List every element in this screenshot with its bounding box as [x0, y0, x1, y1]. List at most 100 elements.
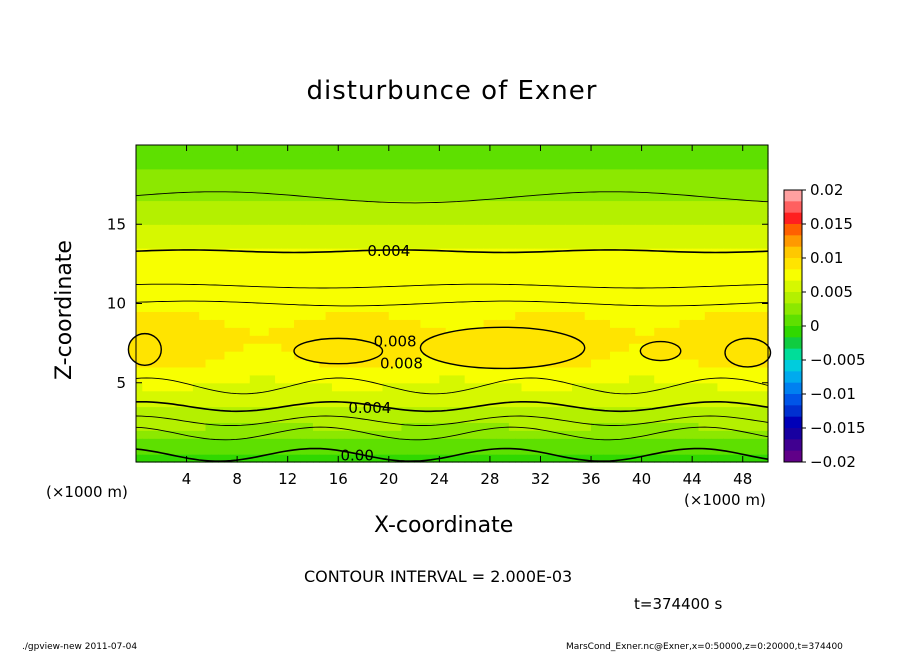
contour-cell	[559, 271, 567, 281]
contour-cell	[186, 366, 194, 376]
contour-cell	[692, 176, 700, 186]
contour-cell	[483, 319, 491, 328]
contour-cell	[344, 232, 352, 241]
contour-cell	[230, 271, 238, 281]
contour-cell	[262, 454, 270, 463]
contour-cell	[433, 248, 440, 257]
contour-cell	[540, 366, 548, 376]
contour-cell	[192, 263, 200, 273]
contour-cell	[369, 295, 377, 305]
contour-cell	[515, 454, 523, 463]
contour-cell	[344, 382, 352, 392]
contour-cell	[584, 382, 592, 392]
contour-cell	[426, 232, 434, 241]
contour-cell	[597, 145, 605, 154]
contour-cell	[666, 255, 674, 265]
contour-cell	[237, 192, 245, 202]
contour-cell	[635, 414, 643, 423]
contour-cell	[426, 454, 434, 463]
contour-cell	[300, 168, 308, 178]
contour-cell	[230, 176, 238, 186]
contour-cell	[350, 176, 358, 186]
contour-cell	[515, 216, 523, 225]
contour-cell	[363, 168, 371, 178]
contour-cell	[458, 422, 466, 431]
contour-cell	[717, 382, 725, 392]
contour-cell	[401, 446, 409, 455]
contour-cell	[350, 263, 358, 273]
contour-cell	[711, 152, 719, 162]
contour-cell	[281, 430, 289, 439]
contour-cell	[477, 366, 485, 376]
contour-cell	[275, 232, 282, 241]
contour-cell	[186, 160, 194, 170]
contour-cell	[565, 160, 573, 170]
contour-cell	[584, 184, 592, 194]
colorbar-tick-label: 0.02	[810, 181, 843, 199]
contour-cell	[679, 319, 687, 328]
contour-cell	[192, 145, 200, 154]
contour-cell	[154, 255, 162, 265]
contour-cell	[243, 374, 251, 384]
contour-cell	[357, 145, 365, 154]
contour-cell	[224, 343, 232, 352]
contour-cell	[641, 382, 649, 392]
contour-cell	[268, 358, 276, 368]
colorbar-tick-label: −0.01	[810, 385, 856, 403]
contour-cell	[420, 366, 428, 376]
contour-cell	[407, 184, 415, 194]
contour-cell	[647, 414, 655, 423]
contour-cell	[243, 303, 251, 313]
contour-cell	[666, 374, 674, 384]
contour-cell	[294, 287, 301, 297]
contour-cell	[521, 168, 529, 178]
contour-cell	[458, 398, 466, 408]
contour-cell	[350, 311, 358, 320]
contour-cell	[294, 303, 301, 313]
contour-cell	[281, 414, 289, 423]
contour-cell	[382, 287, 390, 297]
contour-cell	[230, 303, 238, 313]
contour-cell	[502, 438, 510, 447]
contour-cell	[692, 303, 700, 313]
contour-cell	[186, 335, 194, 344]
contour-cell	[755, 311, 763, 320]
contour-cell	[281, 255, 289, 265]
contour-cell	[502, 216, 510, 225]
contour-cell	[167, 303, 175, 313]
contour-cell	[338, 303, 346, 313]
contour-cell	[211, 382, 219, 392]
contour-cell	[363, 422, 371, 431]
contour-cell	[268, 255, 276, 265]
contour-cell	[439, 422, 447, 431]
contour-cell	[717, 145, 725, 154]
contour-cell	[692, 240, 700, 249]
contour-cell	[281, 224, 289, 233]
contour-cell	[256, 160, 263, 170]
contour-cell	[616, 374, 624, 384]
contour-cell	[363, 255, 371, 265]
contour-cell	[679, 160, 687, 170]
contour-cell	[287, 327, 295, 336]
contour-cell	[470, 374, 478, 384]
contour-cell	[382, 327, 390, 336]
contour-cell	[736, 438, 744, 447]
contour-cell	[692, 414, 700, 423]
contour-cell	[572, 232, 579, 241]
contour-cell	[338, 248, 346, 257]
contour-cell	[591, 438, 598, 447]
contour-cell	[546, 192, 554, 202]
contour-cell	[268, 208, 276, 217]
contour-cell	[363, 327, 371, 336]
contour-cell	[395, 287, 403, 297]
contour-cell	[363, 216, 371, 225]
contour-cell	[534, 184, 542, 194]
contour-cell	[199, 303, 207, 313]
contour-cell	[742, 208, 750, 217]
contour-cell	[704, 406, 712, 416]
contour-cell	[717, 271, 725, 281]
contour-cell	[294, 382, 301, 392]
contour-cell	[591, 232, 598, 241]
contour-cell	[420, 454, 428, 463]
contour-cell	[597, 271, 605, 281]
